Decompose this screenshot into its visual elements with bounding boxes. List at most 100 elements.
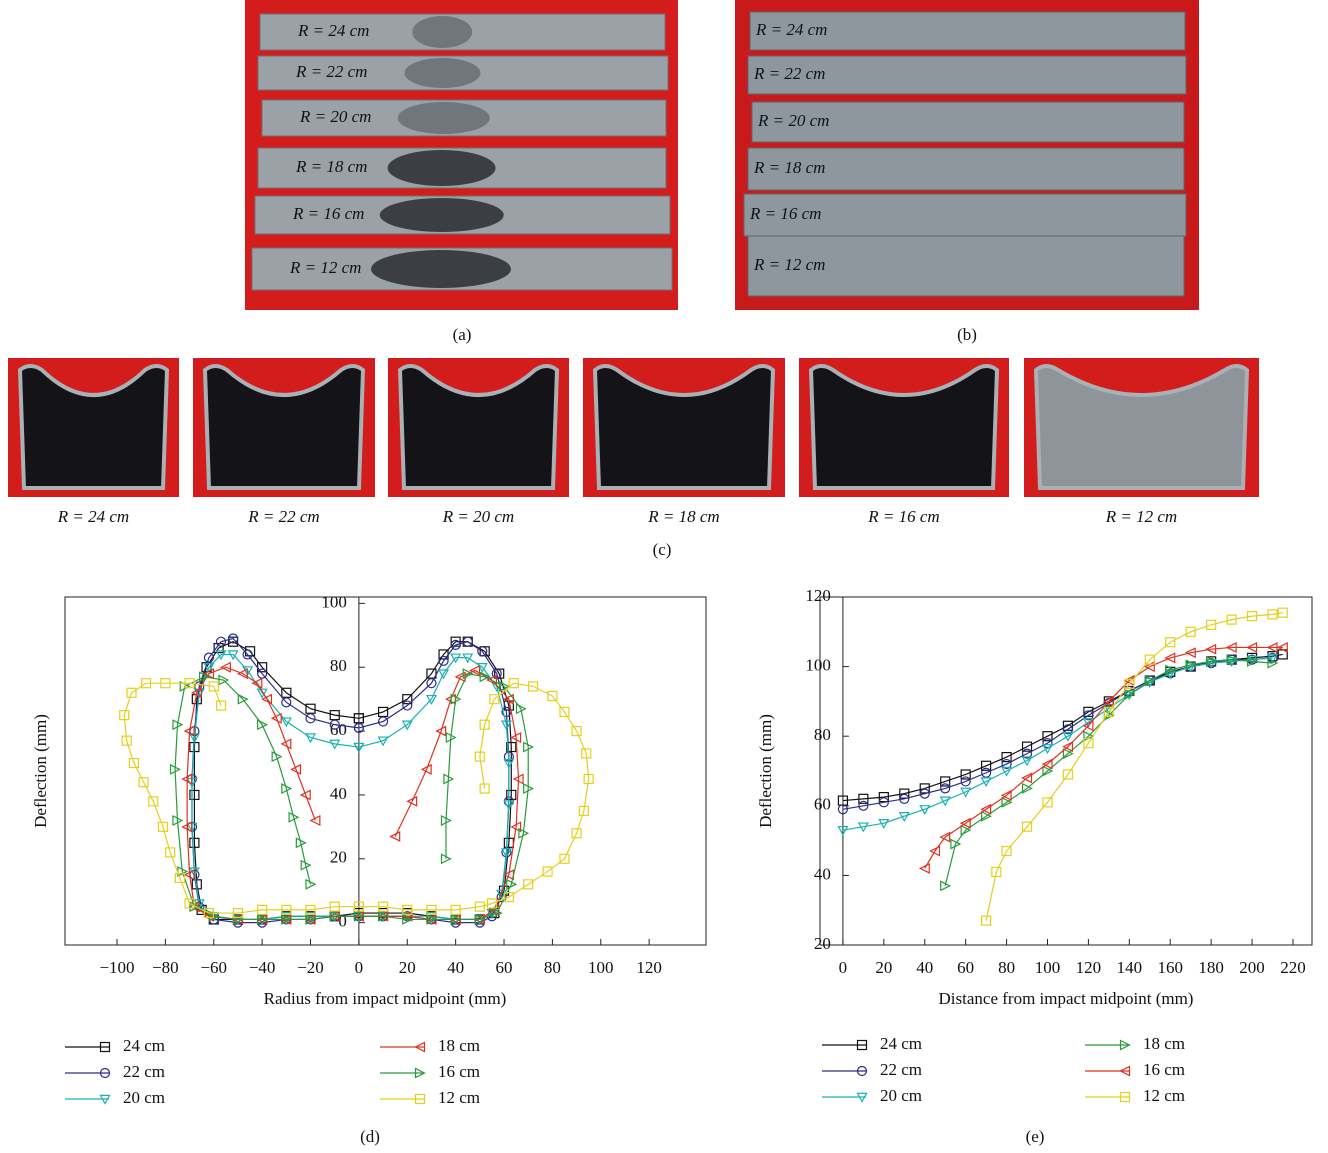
marker (208, 681, 219, 692)
marker (1123, 690, 1135, 701)
cross-section (1033, 364, 1250, 490)
marker (215, 700, 227, 711)
marker (940, 776, 951, 787)
marker (353, 742, 365, 753)
marker (181, 773, 193, 785)
marker (506, 878, 518, 890)
marker (402, 694, 413, 705)
marker (203, 668, 215, 680)
marker (474, 913, 486, 925)
marker (290, 763, 302, 775)
marker (503, 800, 515, 811)
legend-label: 16 cm (438, 1062, 480, 1081)
series-line (842, 657, 1273, 831)
marker (228, 633, 239, 644)
x-tick-label: 120 (1076, 958, 1102, 977)
marker (1225, 641, 1237, 653)
marker (939, 796, 951, 807)
marker (515, 703, 527, 715)
marker (165, 847, 176, 858)
marker (1276, 641, 1288, 653)
marker (420, 763, 432, 775)
plot-frame (64, 596, 707, 946)
marker (837, 804, 849, 815)
marker (299, 789, 311, 801)
marker (878, 818, 890, 829)
marker (1165, 664, 1177, 676)
marker (329, 901, 340, 912)
marker (494, 668, 505, 679)
marker (389, 830, 401, 842)
marker (856, 1039, 868, 1051)
marker (1206, 655, 1217, 667)
legend-label: 24 cm (880, 1034, 922, 1053)
caption-a: (a) (453, 325, 472, 344)
marker (119, 710, 130, 721)
marker (440, 853, 452, 865)
marker (508, 678, 519, 689)
marker (1042, 797, 1053, 808)
marker (959, 817, 971, 829)
photo-label: R = 12 cm (1105, 507, 1177, 526)
marker (271, 751, 283, 763)
marker (980, 803, 992, 815)
marker (1083, 738, 1094, 749)
marker (960, 824, 972, 836)
marker (450, 639, 461, 650)
marker (184, 678, 195, 689)
photo-label: R = 12 cm (289, 258, 361, 277)
marker (919, 805, 931, 816)
marker (1266, 653, 1279, 664)
series-line (193, 641, 512, 921)
marker (479, 671, 491, 683)
marker (172, 815, 184, 826)
marker (981, 767, 992, 778)
marker (281, 783, 293, 795)
marker (140, 678, 152, 689)
marker (1021, 741, 1033, 752)
y-tick-label: 40 (814, 864, 831, 883)
marker (305, 913, 317, 925)
specimen-strip (751, 101, 1185, 143)
x-tick-label: 0 (355, 958, 364, 977)
marker (474, 751, 485, 762)
legend-label: 20 cm (123, 1088, 165, 1107)
x-tick-label: 100 (588, 958, 614, 977)
marker (353, 901, 364, 912)
series-line (842, 657, 1273, 810)
x-axis-label: Distance from impact midpoint (mm) (939, 989, 1194, 1008)
photo-label: R = 16 cm (749, 204, 821, 223)
marker (189, 789, 200, 801)
marker (281, 913, 293, 925)
x-tick-label: −80 (152, 958, 179, 977)
marker (99, 1041, 111, 1053)
marker (474, 901, 485, 912)
marker (309, 815, 321, 826)
marker (128, 757, 140, 769)
marker (295, 837, 307, 849)
marker (503, 758, 515, 769)
marker (203, 907, 215, 919)
marker (527, 681, 539, 692)
marker (578, 805, 589, 817)
marker (1144, 654, 1155, 665)
plot-frame (819, 596, 1313, 946)
specimen-strip (743, 193, 1187, 237)
marker (581, 748, 592, 759)
cross-section (592, 364, 776, 490)
marker (491, 907, 503, 919)
photo-label: R = 24 cm (755, 20, 827, 39)
marker (1226, 614, 1237, 625)
marker (172, 719, 184, 731)
marker (462, 636, 473, 647)
marker (939, 831, 951, 843)
photo-label: R = 22 cm (295, 62, 367, 81)
marker (242, 666, 254, 677)
x-tick-label: 160 (1157, 958, 1183, 977)
marker (1021, 821, 1033, 832)
dent (379, 198, 504, 232)
marker (183, 869, 195, 881)
x-tick-label: 0 (839, 958, 848, 977)
marker (232, 907, 244, 919)
legend-label: 12 cm (438, 1088, 480, 1107)
